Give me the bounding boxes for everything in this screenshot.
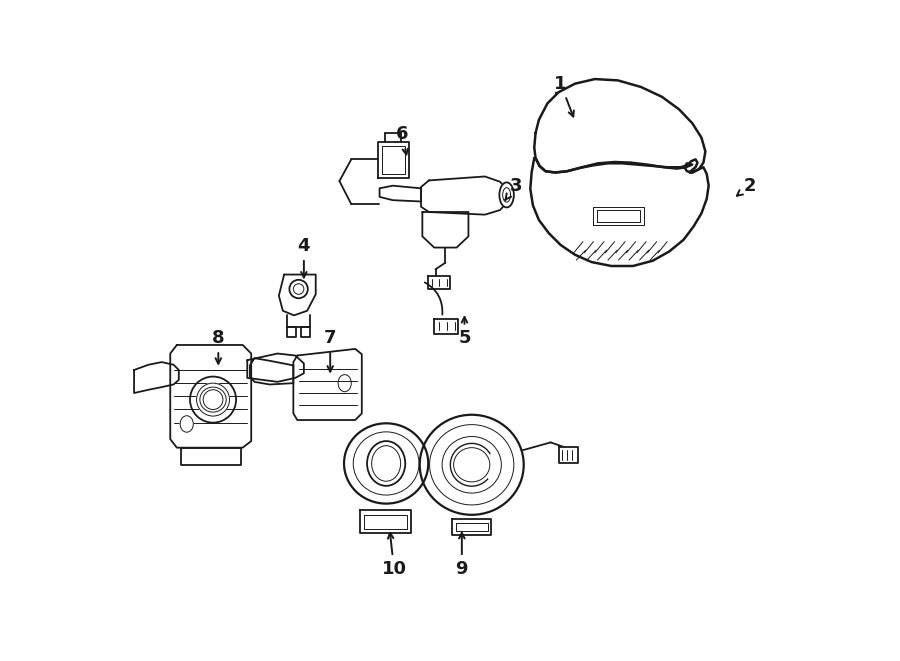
Text: 8: 8 [212, 329, 225, 364]
Ellipse shape [503, 188, 510, 202]
Text: 4: 4 [298, 237, 310, 278]
Polygon shape [598, 210, 640, 222]
Ellipse shape [500, 182, 514, 208]
Polygon shape [182, 447, 240, 465]
Polygon shape [593, 207, 644, 225]
Polygon shape [452, 520, 491, 535]
Polygon shape [456, 523, 488, 531]
Ellipse shape [344, 423, 428, 504]
Polygon shape [301, 327, 310, 337]
Ellipse shape [203, 390, 223, 409]
Ellipse shape [293, 284, 304, 294]
Text: 3: 3 [505, 176, 522, 200]
Ellipse shape [190, 377, 236, 422]
Polygon shape [248, 354, 304, 382]
Ellipse shape [180, 416, 194, 432]
Polygon shape [250, 358, 293, 385]
Ellipse shape [196, 383, 230, 416]
Text: 6: 6 [396, 126, 409, 155]
Polygon shape [360, 510, 411, 533]
Polygon shape [293, 349, 362, 420]
Text: 1: 1 [554, 75, 574, 116]
Polygon shape [434, 319, 458, 334]
Polygon shape [170, 345, 251, 447]
Polygon shape [428, 276, 450, 289]
Polygon shape [364, 515, 407, 529]
Text: 7: 7 [324, 329, 337, 371]
Text: 5: 5 [458, 317, 471, 348]
Polygon shape [380, 186, 421, 202]
Ellipse shape [338, 375, 351, 392]
Polygon shape [382, 146, 405, 174]
Polygon shape [279, 274, 316, 315]
Polygon shape [287, 327, 296, 337]
Polygon shape [421, 176, 508, 215]
Polygon shape [559, 447, 579, 463]
Polygon shape [530, 158, 708, 266]
Polygon shape [378, 141, 410, 178]
Text: 2: 2 [737, 176, 756, 196]
Ellipse shape [290, 280, 308, 298]
Text: 9: 9 [455, 533, 468, 578]
Ellipse shape [367, 441, 405, 486]
Ellipse shape [419, 414, 524, 515]
Polygon shape [422, 212, 468, 248]
Text: 10: 10 [382, 533, 407, 578]
Polygon shape [535, 79, 706, 173]
Polygon shape [134, 362, 179, 393]
